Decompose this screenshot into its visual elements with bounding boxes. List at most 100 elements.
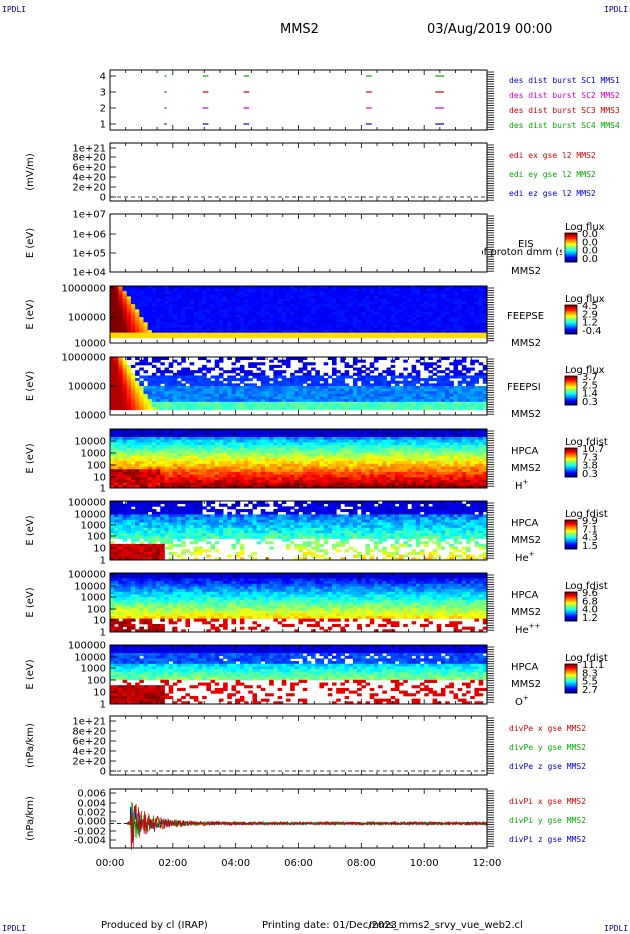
spectrogram-cell	[252, 477, 258, 481]
spectrogram-cell	[256, 293, 262, 297]
spectrogram-cell	[461, 309, 467, 313]
spectrogram-cell	[206, 431, 211, 435]
spectrogram-cell	[114, 474, 119, 478]
spectrogram-cell	[193, 375, 199, 379]
spectrogram-cell	[344, 391, 350, 395]
spectrogram-cell	[210, 375, 216, 379]
spectrogram-cell	[273, 319, 278, 323]
spectrogram-cell	[110, 485, 115, 489]
spectrogram-cell	[185, 474, 190, 478]
spectrogram-cell	[466, 367, 471, 371]
spectrogram-cell	[432, 306, 438, 310]
spectrogram-cell	[114, 301, 119, 305]
spectrogram-cell	[327, 466, 333, 470]
spectrogram-cell	[411, 286, 417, 289]
spectrogram-cell	[223, 335, 228, 339]
spectrogram-cell	[248, 479, 253, 484]
spectrogram-cell	[223, 471, 228, 475]
spectrogram-cell	[168, 304, 174, 308]
spectrogram-cell	[382, 319, 387, 323]
spectrogram-cell	[311, 393, 316, 397]
spectrogram-cell	[177, 466, 182, 470]
spectrogram-cell	[407, 296, 412, 300]
spectrogram-cell	[147, 453, 153, 457]
spectrogram-cell	[244, 485, 249, 489]
spectrogram-cell	[306, 309, 312, 313]
spectrogram-cell	[164, 431, 170, 435]
spectrogram-cell	[440, 386, 446, 390]
spectrogram-cell	[252, 396, 258, 400]
spectrogram-cell	[130, 463, 136, 467]
spectrogram-cell	[332, 306, 337, 310]
spectrogram-cell	[256, 429, 262, 433]
spectrogram-cell	[168, 431, 174, 435]
spectrogram-cell	[382, 324, 387, 328]
spectrogram-cell	[248, 372, 253, 376]
spectrogram-cell	[269, 401, 274, 405]
spectrogram-cell	[306, 288, 312, 292]
spectrogram-cell	[332, 469, 337, 473]
spectrogram-cell	[336, 383, 341, 387]
spectrogram-cell	[336, 463, 341, 467]
spectrogram-cell	[298, 461, 304, 465]
spectrogram-cell	[177, 309, 182, 313]
spectrogram-cell	[319, 335, 325, 339]
spectrogram-cell	[277, 335, 283, 339]
spectrogram-cell	[382, 407, 387, 411]
spectrogram-cell	[399, 388, 404, 392]
spectrogram-cell	[419, 311, 425, 315]
spectrogram-cell	[336, 439, 341, 443]
spectrogram-cell	[378, 309, 383, 313]
spectrogram-cell	[369, 404, 375, 408]
spectrogram-cell	[202, 317, 207, 321]
spectrogram-cell	[218, 332, 224, 336]
spectrogram-cell	[269, 327, 274, 331]
spectrogram-cell	[114, 445, 119, 449]
spectrogram-cell	[273, 461, 278, 465]
spectrogram-cell	[143, 396, 149, 400]
spectrogram-cell	[269, 466, 274, 470]
spectrogram-cell	[189, 380, 195, 384]
spectrogram-cell	[231, 442, 237, 446]
spectrogram-cell	[311, 388, 316, 392]
spectrogram-cell	[256, 286, 262, 289]
spectrogram-cell	[415, 291, 421, 295]
spectrogram-cell	[244, 404, 249, 408]
spectrogram-cell	[306, 322, 312, 326]
spectrogram-cell	[126, 474, 132, 478]
spectrogram-cell	[135, 407, 140, 411]
spectrogram-cell	[407, 291, 412, 295]
spectrogram-cell	[223, 314, 228, 318]
spectrogram-cell	[235, 482, 241, 486]
spectrogram-cell	[189, 445, 195, 449]
spectrogram-cell	[139, 317, 144, 321]
spectrogram-cell	[390, 288, 396, 292]
spectrogram-cell	[386, 380, 392, 384]
spectrogram-cell	[235, 311, 241, 315]
spectrogram-cell	[357, 314, 362, 318]
spectrogram-cell	[457, 401, 463, 405]
spectrogram-cell	[311, 380, 316, 384]
spectrogram-cell	[449, 291, 454, 295]
spectrogram-cell	[319, 404, 325, 408]
spectrogram-cell	[202, 314, 207, 318]
spectrogram-cell	[315, 380, 320, 384]
spectrogram-cell	[428, 306, 433, 310]
panel-burst-ytick-label: 1	[100, 120, 106, 131]
spectrogram-cell	[386, 404, 392, 408]
spectrogram-cell	[470, 378, 475, 382]
spectrogram-cell	[436, 301, 442, 305]
spectrogram-cell	[181, 401, 186, 405]
spectrogram-cell	[424, 314, 429, 318]
spectrogram-cell	[206, 455, 211, 459]
spectrogram-cell	[411, 322, 417, 326]
spectrogram-cell	[214, 380, 220, 384]
spectrogram-cell	[252, 469, 258, 473]
spectrogram-cell	[269, 393, 274, 397]
spectrogram-cell	[373, 383, 379, 387]
spectrogram-cell	[244, 314, 249, 318]
spectrogram-cell	[298, 304, 304, 308]
spectrogram-cell	[327, 396, 333, 400]
spectrogram-cell	[151, 357, 157, 361]
spectrogram-cell	[357, 391, 362, 395]
